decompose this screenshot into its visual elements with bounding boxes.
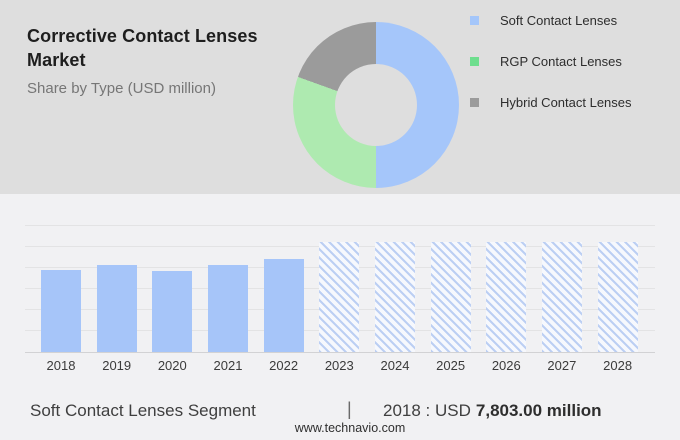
- legend-swatch-icon: [470, 56, 479, 66]
- bar-2018: [41, 270, 81, 352]
- x-axis-line: [25, 352, 655, 353]
- legend-label: Hybrid Contact Lenses: [500, 94, 632, 110]
- bar-2026: [486, 242, 527, 352]
- bar-2022: [263, 259, 304, 352]
- footer-value-bold: 7,803.00 million: [475, 401, 602, 420]
- bar-2025: [430, 242, 471, 352]
- segment-label: Soft Contact Lenses Segment: [30, 401, 256, 420]
- legend-label: RGP Contact Lenses: [500, 53, 622, 69]
- x-axis-label: 2019: [102, 358, 132, 373]
- x-axis-label: 2018: [46, 358, 76, 373]
- bar-2028: [597, 242, 638, 352]
- x-axis-label: 2021: [213, 358, 243, 373]
- footer-value: 2018 : USD 7,803.00 million: [383, 401, 602, 421]
- x-axis-label: 2026: [491, 358, 521, 373]
- x-axis-label: 2022: [269, 358, 299, 373]
- bar-2024: [375, 242, 415, 352]
- x-axis-label: 2027: [547, 358, 577, 373]
- legend-swatch-icon: [470, 97, 479, 107]
- donut-hole: [335, 64, 417, 146]
- legend-swatch-icon: [470, 15, 479, 25]
- x-axis-label: 2023: [324, 358, 354, 373]
- x-axis-label: 2025: [436, 358, 466, 373]
- footer-value-prefix: 2018 : USD: [383, 401, 471, 420]
- donut-chart: [293, 22, 459, 188]
- x-axis-label: 2028: [603, 358, 633, 373]
- legend-item: Soft Contact Lenses: [470, 12, 632, 28]
- legend-item: Hybrid Contact Lenses: [470, 94, 632, 110]
- gridline: [25, 225, 655, 226]
- x-axis-label: 2020: [157, 358, 187, 373]
- bar-2020: [152, 271, 193, 352]
- x-axis-label: 2024: [380, 358, 410, 373]
- header-panel: Corrective Contact Lenses Market Share b…: [0, 0, 680, 194]
- bar-2027: [541, 242, 582, 352]
- bar-2021: [208, 265, 248, 352]
- bar-2023: [319, 242, 360, 352]
- page-title: Corrective Contact Lenses Market: [27, 26, 258, 70]
- legend: Soft Contact Lenses RGP Contact Lenses Hyb…: [470, 13, 632, 136]
- page-subtitle: Share by Type (USD million): [27, 80, 216, 97]
- footer-separator: |: [347, 399, 352, 419]
- title-block: Corrective Contact Lenses Market Share b…: [27, 24, 277, 98]
- bar-2019: [96, 265, 137, 352]
- website-url: www.technavio.com: [294, 421, 406, 435]
- legend-item: RGP Contact Lenses: [470, 53, 632, 69]
- legend-label: Soft Contact Lenses: [500, 12, 618, 28]
